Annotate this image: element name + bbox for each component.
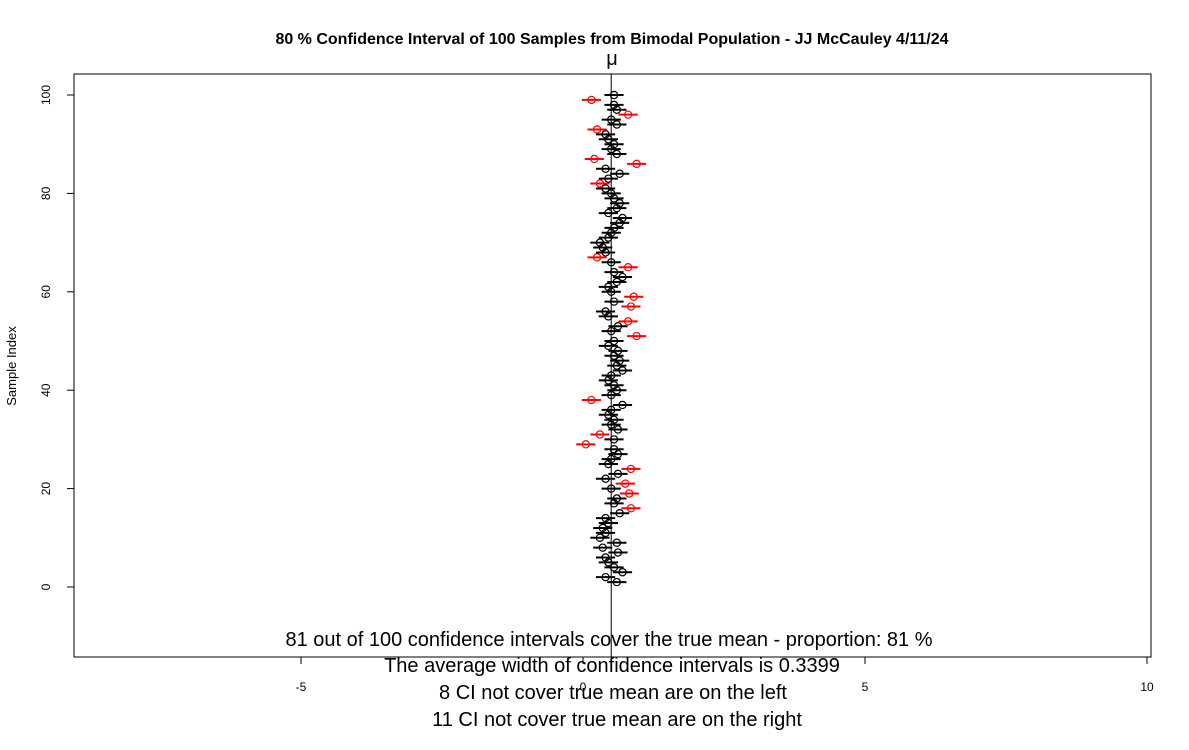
y-tick-label: 40 <box>39 383 53 397</box>
ci-point <box>612 277 622 287</box>
ci-point <box>612 120 622 129</box>
ci-point <box>623 317 633 326</box>
ci-point <box>629 292 638 301</box>
y-tick-label: 60 <box>39 285 53 299</box>
ci-point <box>595 533 605 543</box>
ci-point <box>609 563 619 572</box>
y-axis-label: Sample Index <box>4 326 19 406</box>
ci-point <box>604 208 613 218</box>
ci-point <box>609 435 619 444</box>
ci-point <box>607 189 616 198</box>
ci-point <box>601 130 610 139</box>
ci-point <box>618 400 627 410</box>
y-tick-label: 0 <box>39 583 53 590</box>
ci-point <box>598 543 607 552</box>
ci-point <box>626 504 636 513</box>
ci-point <box>604 341 613 351</box>
ci-point <box>613 469 623 479</box>
ci-point <box>632 331 641 341</box>
ci-point <box>626 302 636 311</box>
interval-marks <box>576 74 647 657</box>
x-tick-label: 5 <box>862 680 869 694</box>
y-tick-label: 80 <box>39 186 53 200</box>
ci-point <box>609 223 619 233</box>
ci-point <box>615 169 624 178</box>
ci-point <box>612 494 622 503</box>
ci-point <box>618 568 627 577</box>
ci-point <box>613 548 623 557</box>
ci-point <box>601 572 610 582</box>
ci-point <box>612 538 622 547</box>
ci-point <box>612 149 622 159</box>
x-tick-label: 10 <box>1140 680 1154 694</box>
ci-point <box>609 100 619 110</box>
ci-point <box>626 464 636 474</box>
x-tick-label: -5 <box>296 680 307 694</box>
ci-point <box>607 454 616 464</box>
ci-point <box>615 509 624 518</box>
true-mean-label: μ <box>606 48 618 70</box>
ci-point <box>587 95 596 105</box>
ci-point <box>587 395 596 405</box>
ci-point <box>609 267 619 277</box>
ci-point <box>601 307 610 316</box>
ci-point <box>615 199 624 208</box>
ci-point <box>607 405 616 415</box>
ci-point <box>601 553 610 562</box>
ci-point <box>595 430 605 439</box>
ci-point <box>609 139 619 149</box>
ci-point <box>623 110 633 119</box>
ci-point <box>623 263 633 272</box>
ci-point <box>609 415 619 424</box>
ci-point <box>592 125 602 134</box>
ci-point <box>592 253 602 262</box>
chart-title: 80 % Confidence Interval of 100 Samples … <box>275 31 948 48</box>
ci-point <box>590 154 599 164</box>
ci-point <box>601 474 610 483</box>
y-tick-label: 100 <box>39 85 53 105</box>
ci-point <box>615 356 624 365</box>
coverage-summary: 81 out of 100 confidence intervals cover… <box>285 629 932 651</box>
ci-point <box>601 164 610 173</box>
left-miss-summary: 8 CI not cover true mean are on the left <box>439 682 787 704</box>
ci-point <box>632 159 641 169</box>
ci-point <box>595 238 605 247</box>
ci-point <box>618 213 627 223</box>
average-width-summary: The average width of confidence interval… <box>384 655 840 677</box>
right-miss-summary: 11 CI not cover true mean are on the rig… <box>432 709 802 731</box>
ci-point <box>601 184 610 193</box>
ci-point <box>609 90 619 100</box>
ci-point <box>612 577 622 587</box>
ci-point <box>607 390 616 400</box>
ci-point <box>618 366 627 375</box>
ci-point <box>609 445 619 454</box>
ci-point <box>625 489 634 498</box>
ci-point <box>607 371 616 380</box>
ci-point <box>601 513 610 523</box>
ci-point <box>607 484 616 493</box>
ci-point <box>607 258 616 267</box>
ci-point <box>609 336 619 346</box>
x-tick-label: 0 <box>580 680 587 694</box>
ci-point <box>581 440 591 449</box>
ci-point <box>607 326 616 336</box>
ci-point <box>621 479 630 488</box>
ci-point <box>613 346 623 356</box>
summary-text: 81 out of 100 confidence intervals cover… <box>285 629 932 731</box>
ci-point <box>613 425 623 434</box>
ci-point <box>604 282 613 292</box>
ci-point <box>609 381 619 390</box>
ci-point <box>595 179 605 188</box>
ci-point <box>607 115 616 124</box>
ci-point <box>609 297 619 306</box>
y-tick-label: 20 <box>39 482 53 496</box>
ci-point <box>613 322 623 331</box>
ci-point <box>618 272 627 282</box>
ci-point <box>598 523 607 533</box>
ci-point <box>604 174 613 183</box>
